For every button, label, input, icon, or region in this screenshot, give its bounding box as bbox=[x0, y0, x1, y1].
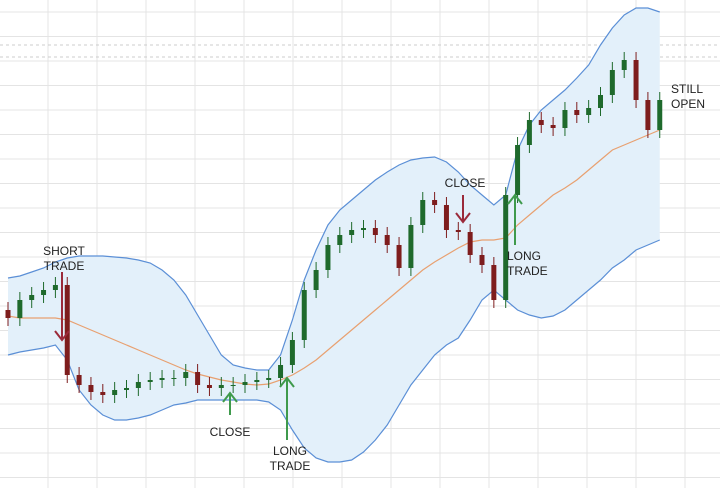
candle-body bbox=[526, 120, 532, 145]
candle-body bbox=[278, 365, 284, 378]
candle-body bbox=[633, 60, 639, 100]
candle-body bbox=[586, 108, 592, 115]
candle-body bbox=[206, 385, 212, 388]
arrow-head bbox=[54, 330, 70, 342]
candle-body bbox=[100, 392, 106, 395]
candle-body bbox=[574, 110, 580, 115]
candle-body bbox=[230, 385, 236, 386]
candle-body bbox=[76, 375, 82, 385]
candle-body bbox=[266, 378, 272, 380]
candle-body bbox=[124, 388, 129, 390]
annotation-label: SHORT bbox=[43, 244, 85, 258]
candle-body bbox=[396, 245, 402, 268]
candle-body bbox=[562, 110, 568, 128]
annotation-label: CLOSE bbox=[210, 425, 251, 439]
annotation-label: TRADE bbox=[270, 459, 311, 473]
candle-body bbox=[313, 270, 319, 290]
candle-body bbox=[17, 300, 23, 318]
candle-body bbox=[443, 205, 449, 230]
annotation-label: LONG bbox=[273, 444, 307, 458]
outer-band bbox=[7, 239, 660, 463]
candle-body bbox=[408, 225, 414, 268]
candle-body bbox=[420, 200, 426, 225]
candle-body bbox=[503, 195, 509, 300]
candle-body bbox=[64, 285, 70, 375]
candle-body bbox=[147, 380, 153, 382]
candle-body bbox=[29, 295, 35, 300]
band-area bbox=[8, 8, 660, 462]
candle-body bbox=[598, 95, 603, 108]
candle-body bbox=[183, 372, 189, 378]
candle-body bbox=[621, 60, 627, 70]
candle-body bbox=[135, 382, 141, 388]
candle-body bbox=[242, 382, 248, 385]
candle-body bbox=[538, 120, 544, 125]
candle-body bbox=[515, 145, 521, 195]
candle-body bbox=[88, 385, 94, 392]
annotation-label: CLOSE bbox=[445, 176, 486, 190]
candle-body bbox=[491, 265, 497, 300]
annotation-label: TRADE bbox=[44, 259, 85, 273]
candle-body bbox=[455, 230, 461, 232]
annotation-label: LONG bbox=[507, 249, 541, 263]
arrow-head bbox=[222, 391, 238, 403]
candle-body bbox=[479, 255, 485, 265]
candle-body bbox=[112, 390, 118, 395]
candle-body bbox=[159, 378, 165, 380]
annotation-label: OPEN bbox=[671, 97, 705, 111]
candle-body bbox=[609, 70, 615, 95]
candle-body bbox=[5, 310, 11, 318]
annotation-label: TRADE bbox=[507, 264, 548, 278]
middle-band bbox=[7, 129, 660, 386]
candle-body bbox=[41, 290, 47, 295]
candle-body bbox=[337, 235, 343, 245]
annotation-label: STILL bbox=[671, 82, 703, 96]
outer-band bbox=[7, 7, 660, 371]
candle-body bbox=[289, 340, 295, 365]
candle-body bbox=[52, 285, 58, 290]
candle-body bbox=[384, 235, 390, 245]
candle-body bbox=[657, 100, 663, 130]
candle-body bbox=[645, 100, 651, 130]
candle-body bbox=[325, 245, 331, 270]
candle-body bbox=[171, 378, 177, 379]
candle-body bbox=[349, 230, 355, 235]
candle-body bbox=[301, 290, 307, 340]
candle-body bbox=[432, 200, 438, 205]
candle-body bbox=[467, 232, 473, 255]
candle-body bbox=[218, 385, 224, 388]
candle-body bbox=[361, 228, 366, 230]
arrow-head bbox=[279, 376, 295, 388]
candle-body bbox=[254, 380, 260, 382]
arrow-head bbox=[507, 193, 523, 205]
arrow-head bbox=[455, 212, 471, 224]
candle-body bbox=[550, 125, 556, 128]
candle-body bbox=[195, 372, 201, 385]
candle-body bbox=[372, 228, 378, 235]
